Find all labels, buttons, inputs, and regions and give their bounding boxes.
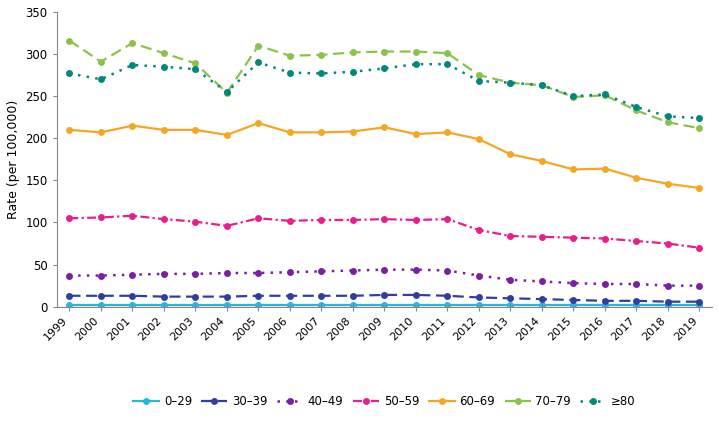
Legend: 0–29, 30–39, 40–49, 50–59, 60–69, 70–79, ≥80: 0–29, 30–39, 40–49, 50–59, 60–69, 70–79,… <box>133 395 636 408</box>
Y-axis label: Rate (per 100,000): Rate (per 100,000) <box>7 100 20 219</box>
